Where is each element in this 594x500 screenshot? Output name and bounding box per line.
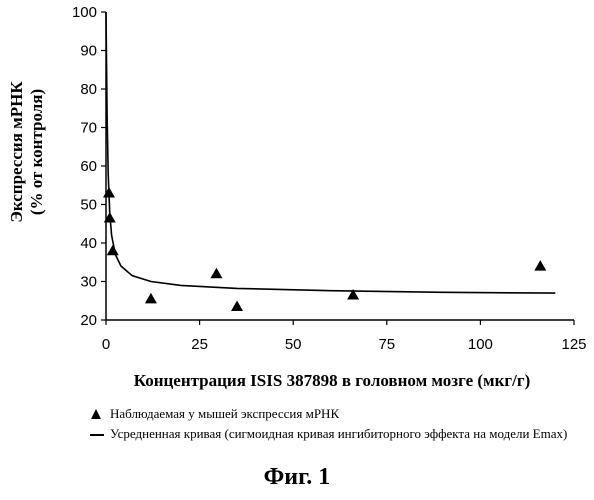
y-tick-label: 80 — [80, 81, 97, 98]
figure-caption: Фиг. 1 — [0, 464, 594, 491]
legend-item-line: Усредненная кривая (сигмоидная кривая ин… — [88, 426, 588, 442]
x-tick-label: 0 — [102, 336, 110, 353]
data-point-triangle — [210, 268, 222, 279]
y-tick-label: 100 — [72, 4, 97, 21]
y-axis-title-line2: (% от контроля) — [27, 89, 46, 215]
x-tick-label: 125 — [561, 336, 586, 353]
x-tick-label: 50 — [285, 336, 302, 353]
y-tick-label: 90 — [80, 43, 97, 60]
legend-line-label: Усредненная кривая (сигмоидная кривая ин… — [110, 426, 588, 442]
legend-item-scatter: Наблюдаемая у мышей экспрессия мРНК — [88, 406, 588, 422]
y-axis-ticks: 20 30 40 50 60 70 80 90 100 — [72, 4, 106, 329]
y-tick-label: 70 — [80, 120, 97, 137]
triangle-marker-icon — [88, 406, 110, 422]
x-tick-label: 75 — [378, 336, 395, 353]
x-axis-ticks: 0 25 50 75 100 125 — [102, 320, 587, 353]
data-point-triangle — [534, 260, 546, 271]
y-tick-label: 20 — [80, 312, 97, 329]
data-point-triangle — [145, 293, 157, 304]
y-axis-title-line1: Экспрессия мРНК — [7, 81, 26, 223]
data-point-triangle — [231, 301, 243, 312]
x-tick-label: 25 — [191, 336, 208, 353]
data-point-triangle — [103, 187, 115, 198]
chart: 20 30 40 50 60 70 80 90 100 0 25 50 75 100 125 Экспре… — [0, 0, 594, 400]
fit-curve — [106, 12, 555, 293]
y-tick-label: 40 — [80, 235, 97, 252]
legend: Наблюдаемая у мышей экспрессия мРНК Усре… — [88, 406, 588, 446]
legend-scatter-label: Наблюдаемая у мышей экспрессия мРНК — [110, 406, 588, 422]
line-marker-icon — [88, 426, 110, 442]
y-tick-label: 30 — [80, 274, 97, 291]
y-tick-label: 50 — [80, 197, 97, 214]
x-axis-title: Концентрация ISIS 387898 в головном мозг… — [134, 371, 531, 390]
data-point-triangle — [107, 245, 119, 256]
x-tick-label: 100 — [468, 336, 493, 353]
y-tick-label: 60 — [80, 158, 97, 175]
